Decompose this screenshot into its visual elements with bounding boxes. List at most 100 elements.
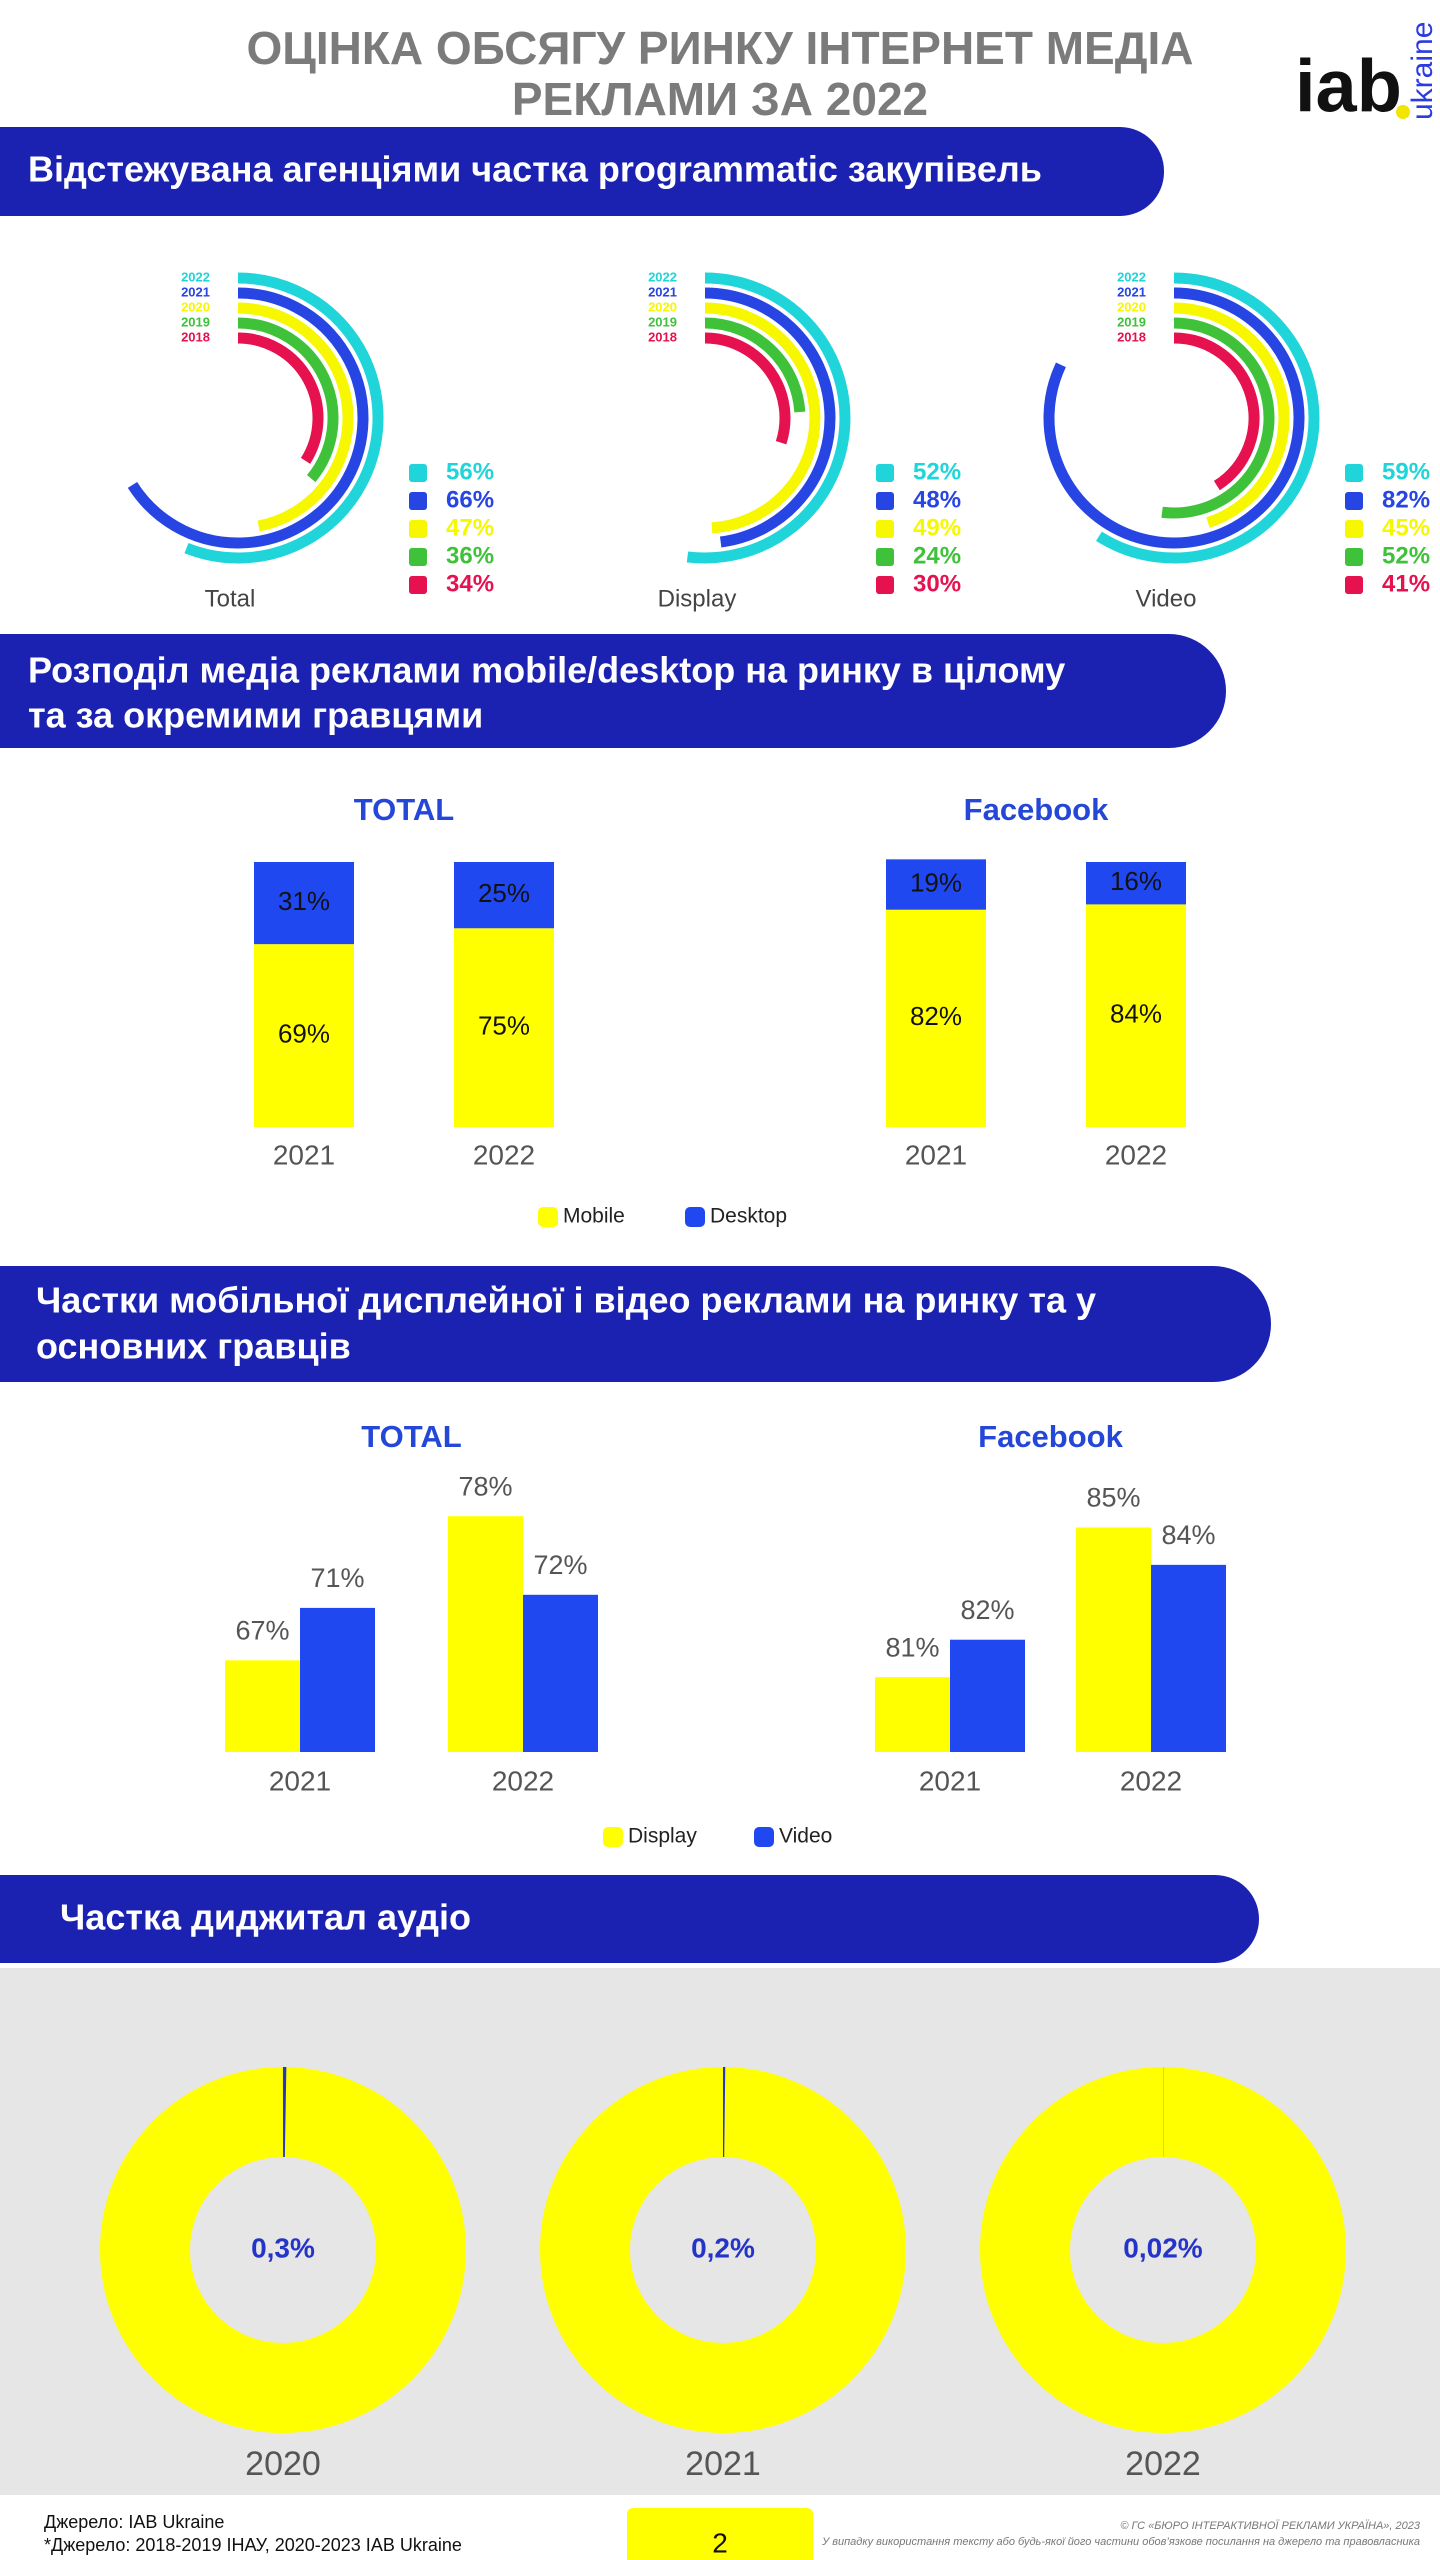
legend-swatch <box>876 520 894 538</box>
radial-arc <box>1096 272 1320 564</box>
bar <box>950 1639 1025 1752</box>
year-label: 2022 <box>181 269 210 284</box>
bar <box>448 1516 523 1752</box>
value-label: 41% <box>1382 570 1430 597</box>
legend-swatch <box>1345 464 1363 482</box>
x-tick-label: 2022 <box>1105 1139 1167 1170</box>
radial-arc <box>686 272 851 564</box>
value-label: 85% <box>1086 1483 1140 1513</box>
legend-swatch <box>603 1827 623 1847</box>
page-number: 2 <box>712 2527 728 2558</box>
panel-title: TOTAL <box>354 792 454 827</box>
logo: iab <box>1295 45 1402 128</box>
x-tick-label: 2022 <box>1120 1765 1182 1796</box>
value-label: 25% <box>478 878 530 908</box>
value-label: 30% <box>913 570 961 597</box>
radial-arc <box>127 287 369 549</box>
value-label: 45% <box>1382 514 1430 541</box>
year-label: 2021 <box>648 284 677 299</box>
copyright: © ГС «БЮРО ІНТЕРАКТИВНОЇ РЕКЛАМИ УКРАЇНА… <box>1120 2520 1421 2532</box>
value-label: 66% <box>446 486 494 513</box>
bar-segment <box>1086 862 1186 905</box>
bar-segment <box>1086 904 1186 1127</box>
value-label: 75% <box>478 1011 530 1041</box>
x-tick-label: 2021 <box>919 1765 981 1796</box>
radial-arc <box>184 272 384 564</box>
value-label: 82% <box>1382 486 1430 513</box>
legend-swatch <box>409 548 427 566</box>
legend-swatch <box>876 464 894 482</box>
x-tick-label: 2021 <box>905 1139 967 1170</box>
bar-segment <box>254 944 354 1127</box>
year-label: 2019 <box>648 314 677 329</box>
year-label: 2021 <box>1117 284 1146 299</box>
legend-label: Mobile <box>563 1205 625 1228</box>
value-label: 52% <box>1382 542 1430 569</box>
legend-swatch <box>1345 520 1363 538</box>
value-label: 0,3% <box>251 2232 315 2263</box>
year-label: 2018 <box>648 329 677 344</box>
section-band <box>0 1875 1259 1963</box>
value-label: 81% <box>885 1632 939 1662</box>
radial-arc <box>237 317 339 483</box>
bar-segment <box>886 909 986 1127</box>
year-label: 2021 <box>181 284 210 299</box>
radial-arc <box>1173 302 1290 528</box>
legend-swatch <box>409 520 427 538</box>
year-label: 2018 <box>181 329 210 344</box>
year-label: 2020 <box>1117 299 1146 314</box>
year-label: 2020 <box>648 299 677 314</box>
value-label: 71% <box>310 1563 364 1593</box>
legend-swatch <box>409 576 427 594</box>
legend-label: Video <box>779 1825 832 1848</box>
radial-arc <box>1043 287 1305 549</box>
chart-label: Total <box>205 585 256 612</box>
value-label: 24% <box>913 542 961 569</box>
bar <box>1076 1527 1151 1752</box>
x-tick-label: 2022 <box>473 1139 535 1170</box>
year-label: 2022 <box>648 269 677 284</box>
radial-arc <box>704 332 791 445</box>
bar <box>875 1677 950 1752</box>
year-label: 2022 <box>1117 269 1146 284</box>
year-label: 2019 <box>1117 314 1146 329</box>
value-label: 48% <box>913 486 961 513</box>
value-label: 34% <box>446 570 494 597</box>
value-label: 0,02% <box>1123 2232 1202 2263</box>
legend-swatch <box>754 1827 774 1847</box>
section-title: Розподіл медіа реклами mobile/desktop на… <box>28 650 1065 691</box>
value-label: 19% <box>910 867 962 897</box>
bar-segment <box>254 862 354 945</box>
value-label: 67% <box>235 1615 289 1645</box>
bar <box>1151 1564 1226 1752</box>
legend-swatch <box>409 492 427 510</box>
value-label: 59% <box>1382 458 1430 485</box>
panel-title: Facebook <box>964 792 1109 827</box>
value-label: 31% <box>278 886 330 916</box>
section-title: Відстежувана агенціями частка programmat… <box>28 149 1042 190</box>
value-label: 16% <box>1110 866 1162 896</box>
value-label: 36% <box>446 542 494 569</box>
section-title: основних гравців <box>36 1326 351 1367</box>
source: *Джерело: 2018-2019 ІНАУ, 2020-2023 IAB … <box>44 2535 462 2555</box>
legend-swatch <box>876 548 894 566</box>
legend-swatch <box>685 1207 705 1227</box>
bar <box>523 1594 598 1752</box>
page-title: РЕКЛАМИ ЗА 2022 <box>512 73 928 125</box>
page-number-box <box>627 2508 813 2560</box>
radial-arc <box>704 302 821 534</box>
chart-label: Display <box>658 585 737 612</box>
radial-arc <box>237 332 324 464</box>
legend-swatch <box>409 464 427 482</box>
section-band <box>0 127 1164 216</box>
legend-swatch <box>876 492 894 510</box>
chart-label: Video <box>1136 585 1197 612</box>
year-label: 2019 <box>181 314 210 329</box>
panel-title: Facebook <box>978 1419 1123 1454</box>
legend-swatch <box>876 576 894 594</box>
x-tick-label: 2021 <box>269 1765 331 1796</box>
value-label: 69% <box>278 1018 330 1048</box>
value-label: 82% <box>960 1595 1014 1625</box>
value-label: 84% <box>1110 999 1162 1029</box>
